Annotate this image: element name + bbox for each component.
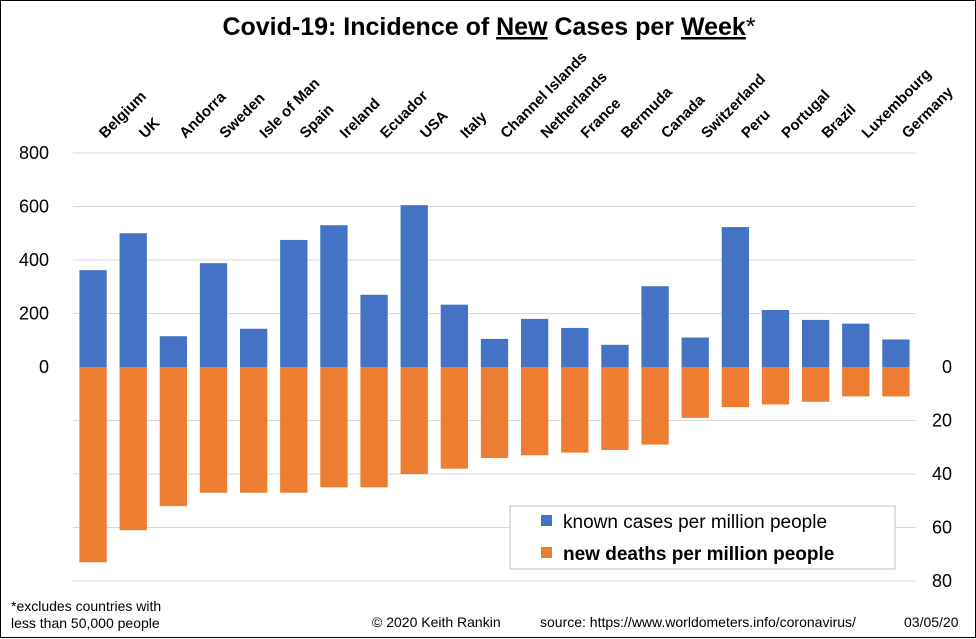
footnote: *excludes countries with less than 50,00… [11,598,161,632]
bar-cases-6 [320,225,348,367]
left-tick-label-3: 200 [19,304,49,324]
bar-cases-16 [721,227,750,367]
legend-swatch-cases [541,515,552,526]
legend-box [509,505,896,570]
title-asterisk: * [746,13,756,41]
right-tick-label-4: 80 [932,571,952,591]
category-label-8: USA [417,107,452,142]
bar-deaths-9 [440,367,469,469]
bar-cases-3 [199,263,228,367]
bar-deaths-18 [801,367,830,402]
bar-cases-20 [882,339,910,367]
bar-deaths-20 [882,367,910,397]
bar-deaths-2 [159,367,188,507]
bar-cases-5 [280,239,308,367]
bar-deaths-11 [520,367,549,456]
category-label-19: Luxembourg [859,66,935,142]
axes: 800 600 400 200 0 0 20 40 60 80 [19,143,952,591]
bar-deaths-19 [842,367,870,397]
date: 03/05/20 [904,614,959,630]
bar-cases-10 [480,338,509,367]
bar-deaths-16 [721,367,750,408]
bar-deaths-5 [280,367,308,493]
right-tick-label-2: 40 [932,464,952,484]
bar-deaths-7 [360,367,388,488]
category-label-9: Italy [457,108,491,142]
legend: known cases per million people new death… [509,505,896,570]
bar-cases-8 [400,205,428,367]
bar-cases-0 [79,270,107,367]
bar-cases-13 [601,344,629,367]
bar-cases-15 [681,337,709,367]
bar-deaths-8 [400,367,428,474]
bar-cases-19 [842,323,870,367]
bar-cases-9 [440,304,469,367]
category-label-6: Ireland [337,95,384,142]
bars [79,205,910,563]
left-tick-label-0: 800 [19,143,49,163]
chart-title: Covid-19: Incidence of New Cases per Wee… [222,13,755,41]
bar-cases-7 [360,294,388,367]
source: source: https://www.worldometers.info/co… [540,614,856,630]
bar-deaths-13 [601,367,629,450]
right-tick-label-1: 20 [932,411,952,431]
bar-cases-11 [520,318,549,367]
footnote-line-1: *excludes countries with [11,598,162,614]
left-tick-label-1: 600 [19,197,49,217]
bar-deaths-1 [119,367,147,531]
right-tick-label-0: 0 [942,357,952,377]
legend-label-cases: known cases per million people [563,512,827,533]
credit: © 2020 Keith Rankin [372,614,501,630]
bar-cases-17 [761,310,790,367]
bar-cases-14 [641,286,669,367]
left-tick-label-2: 400 [19,250,49,270]
bar-deaths-12 [561,367,589,453]
bar-cases-4 [239,328,268,367]
title-part-1: Covid-19: Incidence of [222,13,496,41]
right-tick-label-3: 60 [932,518,952,538]
category-label-1: UK [136,114,163,141]
bar-deaths-14 [641,367,669,445]
title-part-new: New [496,13,548,41]
bar-deaths-6 [320,367,348,488]
title-part-3: Cases per [548,13,681,41]
bar-deaths-10 [480,367,509,458]
bar-cases-18 [801,319,830,367]
title-part-week: Week [681,13,746,41]
footnote-line-2: less than 50,000 people [11,615,160,631]
bar-cases-1 [119,233,147,367]
bar-cases-12 [561,327,589,367]
bar-deaths-3 [199,367,228,493]
bar-deaths-4 [239,367,268,493]
bar-cases-2 [159,336,188,367]
legend-label-deaths: new deaths per million people [563,544,834,565]
category-label-16: Peru [738,106,774,142]
bar-deaths-17 [761,367,790,405]
left-tick-label-4: 0 [39,357,49,377]
bar-deaths-0 [79,367,107,563]
bar-deaths-15 [681,367,709,418]
legend-swatch-deaths [541,547,552,558]
